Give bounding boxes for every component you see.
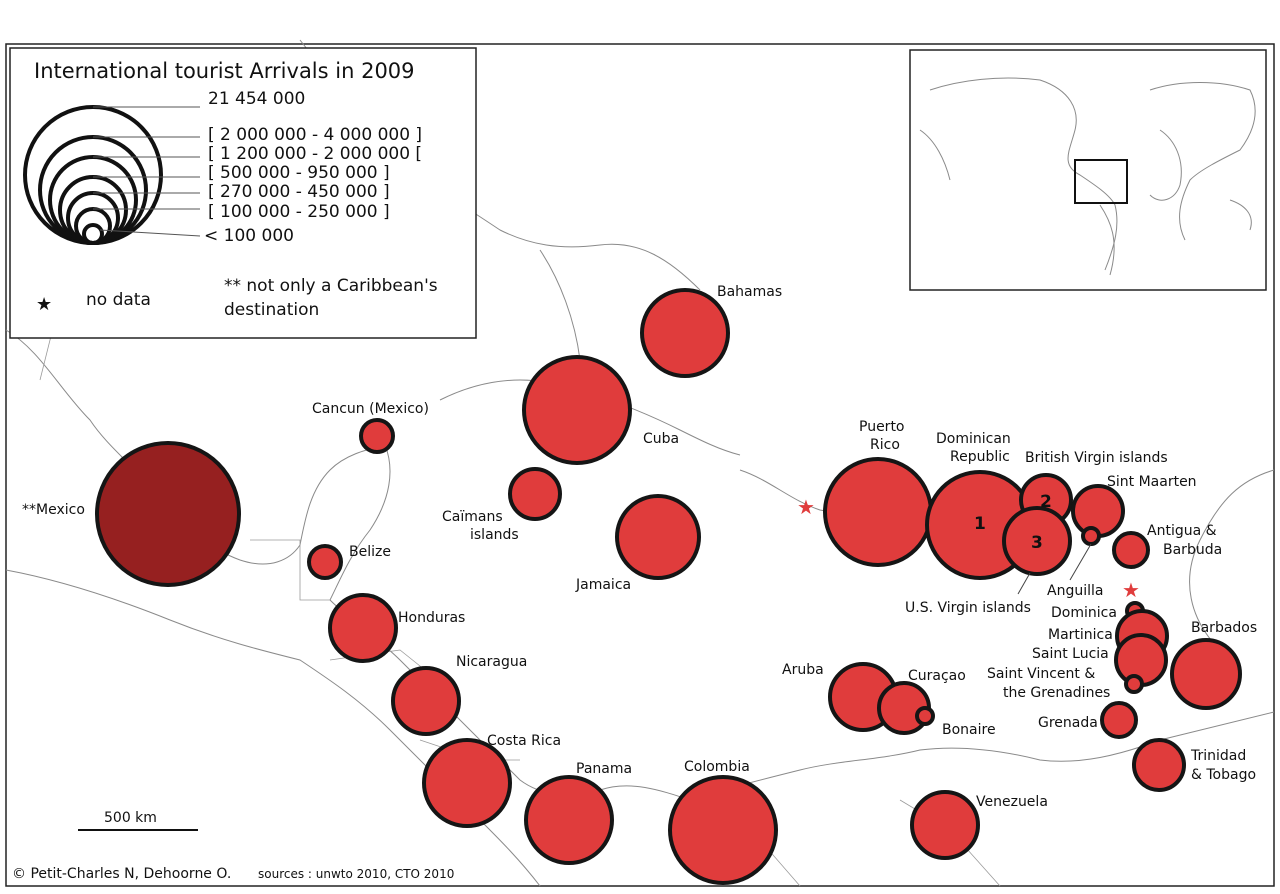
- label-barbados: Barbados: [1191, 620, 1257, 636]
- no-data-star-icon: ★: [36, 294, 52, 315]
- label-mexico: **Mexico: [22, 502, 85, 518]
- bubble-barbados[interactable]: [1170, 638, 1242, 710]
- bubble-honduras[interactable]: [328, 593, 398, 663]
- label-honduras: Honduras: [398, 610, 465, 626]
- bubble-bonaire[interactable]: [915, 706, 935, 726]
- legend-class-6: [ 100 000 - 250 000 ]: [208, 202, 390, 222]
- label-dominican-line-1: Dominican: [936, 431, 1011, 447]
- label-panama: Panama: [576, 761, 632, 777]
- legend-class-2: [ 2 000 000 - 4 000 000 ]: [208, 125, 422, 145]
- label-bahamas: Bahamas: [717, 284, 782, 300]
- legend-no-data: no data: [86, 290, 151, 310]
- legend-class-7: < 100 000: [204, 226, 294, 246]
- label-antigua-line-1: Antigua &: [1147, 523, 1217, 539]
- bubble-mexico[interactable]: [95, 441, 241, 587]
- label-bonaire: Bonaire: [942, 722, 996, 738]
- bubble-jamaica[interactable]: [615, 494, 701, 580]
- bubble-belize[interactable]: [307, 544, 343, 580]
- label-cuba: Cuba: [643, 431, 679, 447]
- label-british-virgin: British Virgin islands: [1025, 450, 1168, 466]
- legend-class-5: [ 270 000 - 450 000 ]: [208, 182, 390, 202]
- inset-focus-box: [1074, 159, 1128, 204]
- credits: © Petit-Charles N, Dehoorne O.: [12, 866, 231, 882]
- label-nicaragua: Nicaragua: [456, 654, 527, 670]
- no-data-star-haiti: ★: [797, 495, 815, 519]
- bubble-sint-maarten[interactable]: [1071, 484, 1125, 538]
- label-belize: Belize: [349, 544, 391, 560]
- legend-leader-lines: [93, 106, 201, 237]
- bubble-anguilla[interactable]: [1081, 526, 1101, 546]
- label-dominica: Dominica: [1051, 605, 1117, 621]
- label-leader-lines: [1017, 543, 1092, 595]
- label-martinica: Martinica: [1048, 627, 1113, 643]
- label-curacao: Curaçao: [908, 668, 966, 684]
- label-aruba: Aruba: [782, 662, 824, 678]
- label-cancun: Cancun (Mexico): [312, 401, 429, 417]
- bubble-venezuela[interactable]: [910, 790, 980, 860]
- bubble-colombia[interactable]: [668, 775, 778, 885]
- bubble-saint-vincent[interactable]: [1124, 674, 1144, 694]
- label-us-virgin: U.S. Virgin islands: [905, 600, 1031, 616]
- label-saint-vincent-line-2: the Grenadines: [1003, 685, 1110, 701]
- legend: International tourist Arrivals in 2009 2…: [9, 47, 477, 339]
- legend-title: International tourist Arrivals in 2009: [34, 59, 415, 83]
- label-trinidad-line-1: Trinidad: [1190, 748, 1246, 764]
- label-antigua-line-2: Barbuda: [1163, 542, 1222, 558]
- bubbles: [95, 288, 1242, 885]
- label-venezuela: Venezuela: [976, 794, 1048, 810]
- label-anguilla: Anguilla: [1047, 583, 1103, 599]
- label-costa-rica: Costa Rica: [487, 733, 561, 749]
- label-trinidad-line-2: & Tobago: [1191, 767, 1256, 783]
- legend-class-3: [ 1 200 000 - 2 000 000 [: [208, 144, 422, 164]
- label-caimans-line-1: Caïmans: [442, 509, 503, 525]
- label-saint-vincent-line-1: Saint Vincent &: [987, 666, 1095, 682]
- legend-note-line-1: ** not only a Caribbean's: [224, 276, 438, 296]
- legend-class-4: [ 500 000 - 950 000 ]: [208, 163, 390, 183]
- bubble-trinidad[interactable]: [1132, 738, 1186, 792]
- label-sint-maarten: Sint Maarten: [1107, 474, 1197, 490]
- label-dominican-line-2: Republic: [950, 449, 1010, 465]
- label-caimans-line-2: islands: [470, 527, 519, 543]
- world-inset-map: [909, 49, 1267, 291]
- bubble-number-1: 1: [974, 514, 986, 534]
- legend-class-1: 21 454 000: [208, 89, 305, 109]
- bubble-nicaragua[interactable]: [391, 666, 461, 736]
- sources: sources : unwto 2010, CTO 2010: [258, 867, 454, 881]
- bubble-number-2: 2: [1040, 492, 1052, 512]
- no-data-star-guadeloupe: ★: [1122, 578, 1140, 602]
- bubble-panama[interactable]: [524, 775, 614, 865]
- bubble-number-3: 3: [1031, 533, 1043, 553]
- bubble-grenada[interactable]: [1100, 701, 1138, 739]
- bubble-costa-rica[interactable]: [422, 738, 512, 828]
- bubble-us-virgin[interactable]: [1002, 506, 1072, 576]
- bubble-antigua[interactable]: [1112, 531, 1150, 569]
- bubble-bahamas[interactable]: [640, 288, 730, 378]
- label-puerto-rico-line-2: Rico: [870, 437, 900, 453]
- bubble-puerto-rico[interactable]: [823, 457, 933, 567]
- bubble-caimans[interactable]: [508, 467, 562, 521]
- label-grenada: Grenada: [1038, 715, 1098, 731]
- label-colombia: Colombia: [684, 759, 750, 775]
- bubble-cancun[interactable]: [359, 418, 395, 454]
- bubble-cuba[interactable]: [522, 355, 632, 465]
- legend-note-line-2: destination: [224, 300, 319, 320]
- label-saint-lucia: Saint Lucia: [1032, 646, 1109, 662]
- legend-circle-7: [82, 223, 104, 245]
- scale-label: 500 km: [104, 810, 157, 826]
- label-jamaica: Jamaica: [575, 577, 631, 593]
- scale-bar: 500 km: [78, 810, 198, 831]
- label-puerto-rico-line-1: Puerto: [859, 419, 905, 435]
- place-labels: **Mexico Cancun (Mexico) Belize Honduras…: [22, 284, 1257, 810]
- inset-frame: [909, 49, 1267, 291]
